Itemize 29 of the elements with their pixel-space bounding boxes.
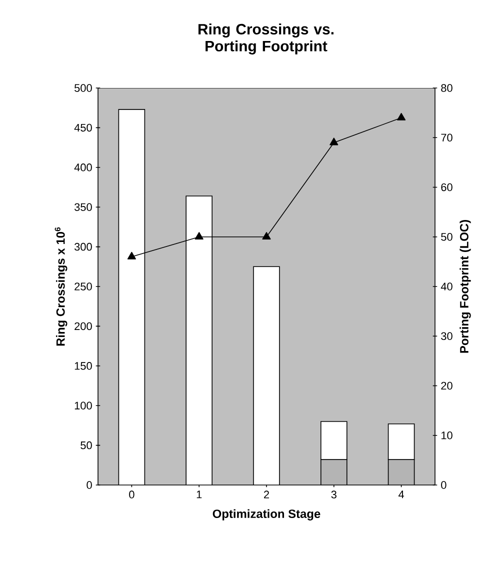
- y2-tick-label: 40: [440, 282, 452, 290]
- y-tick-label: 100: [74, 402, 92, 410]
- y-tick-label: 250: [74, 282, 92, 290]
- y-tick-label: 0: [86, 481, 92, 489]
- y2-tick-label: 80: [441, 84, 452, 92]
- y2-axis-title: Porting Footprint (LOC): [460, 220, 471, 353]
- y2-tick-label: 30: [441, 332, 452, 340]
- x-tick-label: 2: [264, 490, 269, 498]
- y-tick-label: 200: [74, 322, 92, 330]
- y2-tick-label: 0: [441, 481, 446, 489]
- y2-tick-label: 50: [441, 233, 452, 241]
- x-tick-label: 1: [196, 490, 202, 498]
- y2-tick-label: 70: [441, 134, 452, 142]
- y-tick-label: 300: [74, 242, 92, 251]
- y-tick-label: 450: [74, 124, 92, 132]
- y-axis-title: Ring Crossings x 10$^{6}$: [54, 227, 68, 346]
- x-tick-label: 3: [331, 490, 336, 498]
- y-tick-label: 400: [74, 164, 92, 172]
- chart-title: Ring Crossings vs. Porting Footprint: [198, 24, 334, 54]
- y2-tick-label: 20: [441, 382, 452, 390]
- y-tick-label: 50: [80, 441, 92, 450]
- y-tick-label: 350: [74, 203, 92, 211]
- x-axis-title: Optimization Stage: [212, 509, 320, 520]
- y-tick-label: 150: [74, 362, 92, 370]
- x-tick-label: 0: [129, 490, 134, 498]
- y2-tick-label: 10: [441, 432, 452, 440]
- y2-tick-label: 60: [441, 183, 452, 192]
- y-tick-label: 500: [74, 84, 92, 92]
- x-tick-label: 4: [398, 490, 404, 498]
